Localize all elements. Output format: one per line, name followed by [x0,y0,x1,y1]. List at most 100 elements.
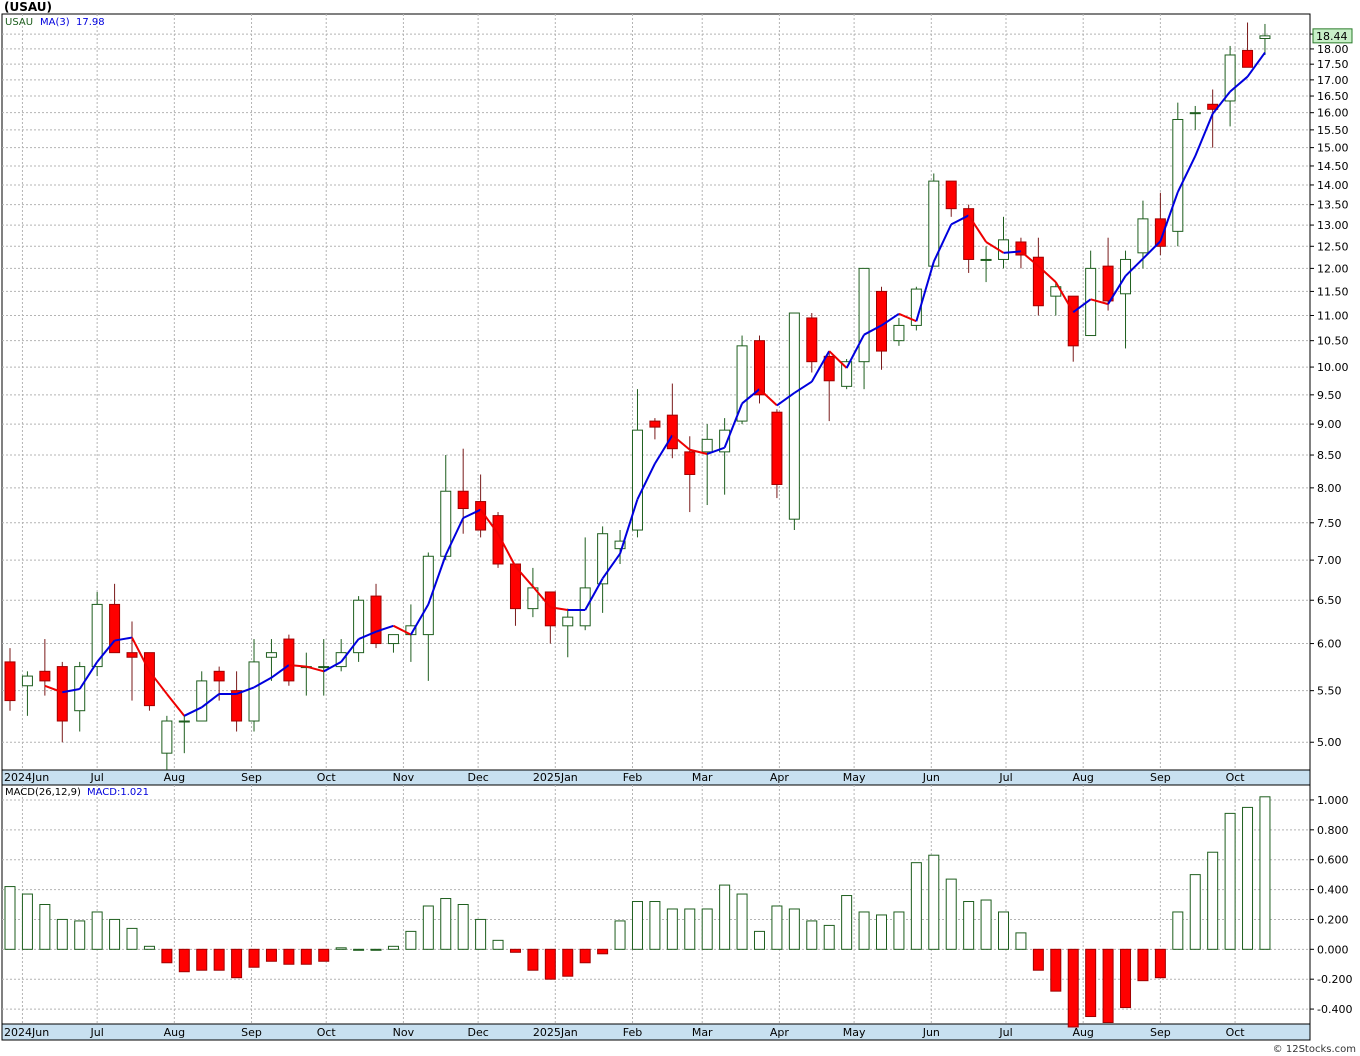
price-xtick-label: 2024Jun [4,771,49,784]
macd-bar [300,948,312,965]
ma3-segment [654,434,674,465]
ma3-segment [584,577,604,611]
ma3-segment [201,693,220,709]
candle-body [736,345,748,422]
price-ytick-label: 6.00 [1317,638,1342,651]
macd-xtick-label: Mar [692,1026,713,1039]
macd-bar [579,948,591,964]
macd-bar [910,862,922,950]
ma3-segment [1124,257,1144,277]
macd-xtick-label: Jul [90,1026,104,1039]
chart-title: (USAU) [4,0,53,14]
macd-xtick-label: Dec [467,1026,488,1039]
ma3-segment [131,637,151,672]
macd-bar [684,908,696,950]
ma3-segment [689,448,708,455]
candle-body [562,616,574,627]
ma3-segment [444,517,465,556]
price-xtick-label: Nov [393,771,415,784]
candle-body [457,490,469,510]
candle-body [231,690,243,722]
candle-body [1259,35,1271,40]
candle-body [614,540,626,550]
price-xtick-label: Jul [998,771,1012,784]
price-xtick-label: Sep [241,771,262,784]
candle-body [1242,49,1254,68]
price-xtick-label: Jul [90,771,104,784]
ma3-segment [78,661,98,690]
macd-bar [1102,948,1114,1024]
ma3-segment [497,533,517,568]
macd-ytick-label: 0.800 [1317,824,1349,837]
macd-bar [265,948,277,962]
macd-bar [1137,948,1149,982]
ma3-segment [44,684,63,694]
macd-bar [1207,851,1219,950]
ma3-segment [1142,240,1162,260]
macd-bar [248,948,260,968]
legend-macd-label: MACD(26,12,9) [5,787,81,798]
macd-ytick-label: 0.600 [1317,854,1349,867]
ma3-segment [1072,298,1092,314]
macd-bar [405,930,417,950]
ma3-segment [898,312,917,323]
macd-xtick-label: 2025Jan [533,1026,578,1039]
price-xtick-label: Oct [317,771,337,784]
ma3-segment [514,565,534,588]
price-ytick-label: 12.50 [1317,240,1349,253]
ma3-segment [393,624,412,636]
macd-bar [21,893,33,950]
macd-xtick-label: Sep [241,1026,262,1039]
price-ytick-label: 14.00 [1317,179,1349,192]
ma3-segment [1003,250,1022,254]
macd-xtick-label: Aug [1072,1026,1093,1039]
macd-bar [631,901,643,950]
candle-body [161,720,173,754]
macd-bar [492,939,504,950]
ma3-segment [236,686,255,695]
ma3-segment [985,241,1005,254]
candle-body [928,180,940,267]
candle-body [143,652,155,707]
macd-bar [806,920,818,950]
macd-bar [893,911,905,950]
macd-bar [1067,948,1079,1028]
candle-body [509,563,521,610]
macd-bar [283,948,295,965]
candle-body [806,317,818,363]
macd-bar [318,948,330,962]
ma3-segment [306,665,325,673]
ma3-segment [619,498,639,555]
macd-bar [126,927,138,950]
ma3-segment [166,693,186,717]
ma3-segment [96,639,116,663]
macd-bar [963,901,975,950]
macd-ytick-label: -0.400 [1317,1003,1352,1016]
macd-bar [196,948,208,971]
macd-xtick-label: Jun [922,1026,940,1039]
ma3-segment [863,324,882,336]
macd-bar [143,945,155,950]
price-ytick-label: 7.00 [1317,554,1342,567]
ma3-segment [828,350,848,369]
ma3-segment [532,585,552,608]
price-ytick-label: 10.00 [1317,361,1349,374]
ma3-segment [253,676,272,689]
macd-bar [649,901,661,950]
candle-body [649,420,661,428]
candle-body [666,414,678,450]
price-ytick-label: 15.00 [1317,142,1349,155]
ma3-segment [148,670,168,695]
candle-body [1137,218,1149,254]
price-ytick-label: 16.00 [1317,107,1349,120]
macd-bar [56,918,68,950]
macd-bar [509,948,521,953]
candle-body [353,599,365,654]
candle-body [39,670,51,682]
candle-body [492,515,504,565]
candle-body [771,411,783,485]
price-xtick-label: Aug [164,771,185,784]
candle-body [1015,241,1027,256]
macd-bar [161,948,173,964]
ma3-segment [845,334,865,369]
